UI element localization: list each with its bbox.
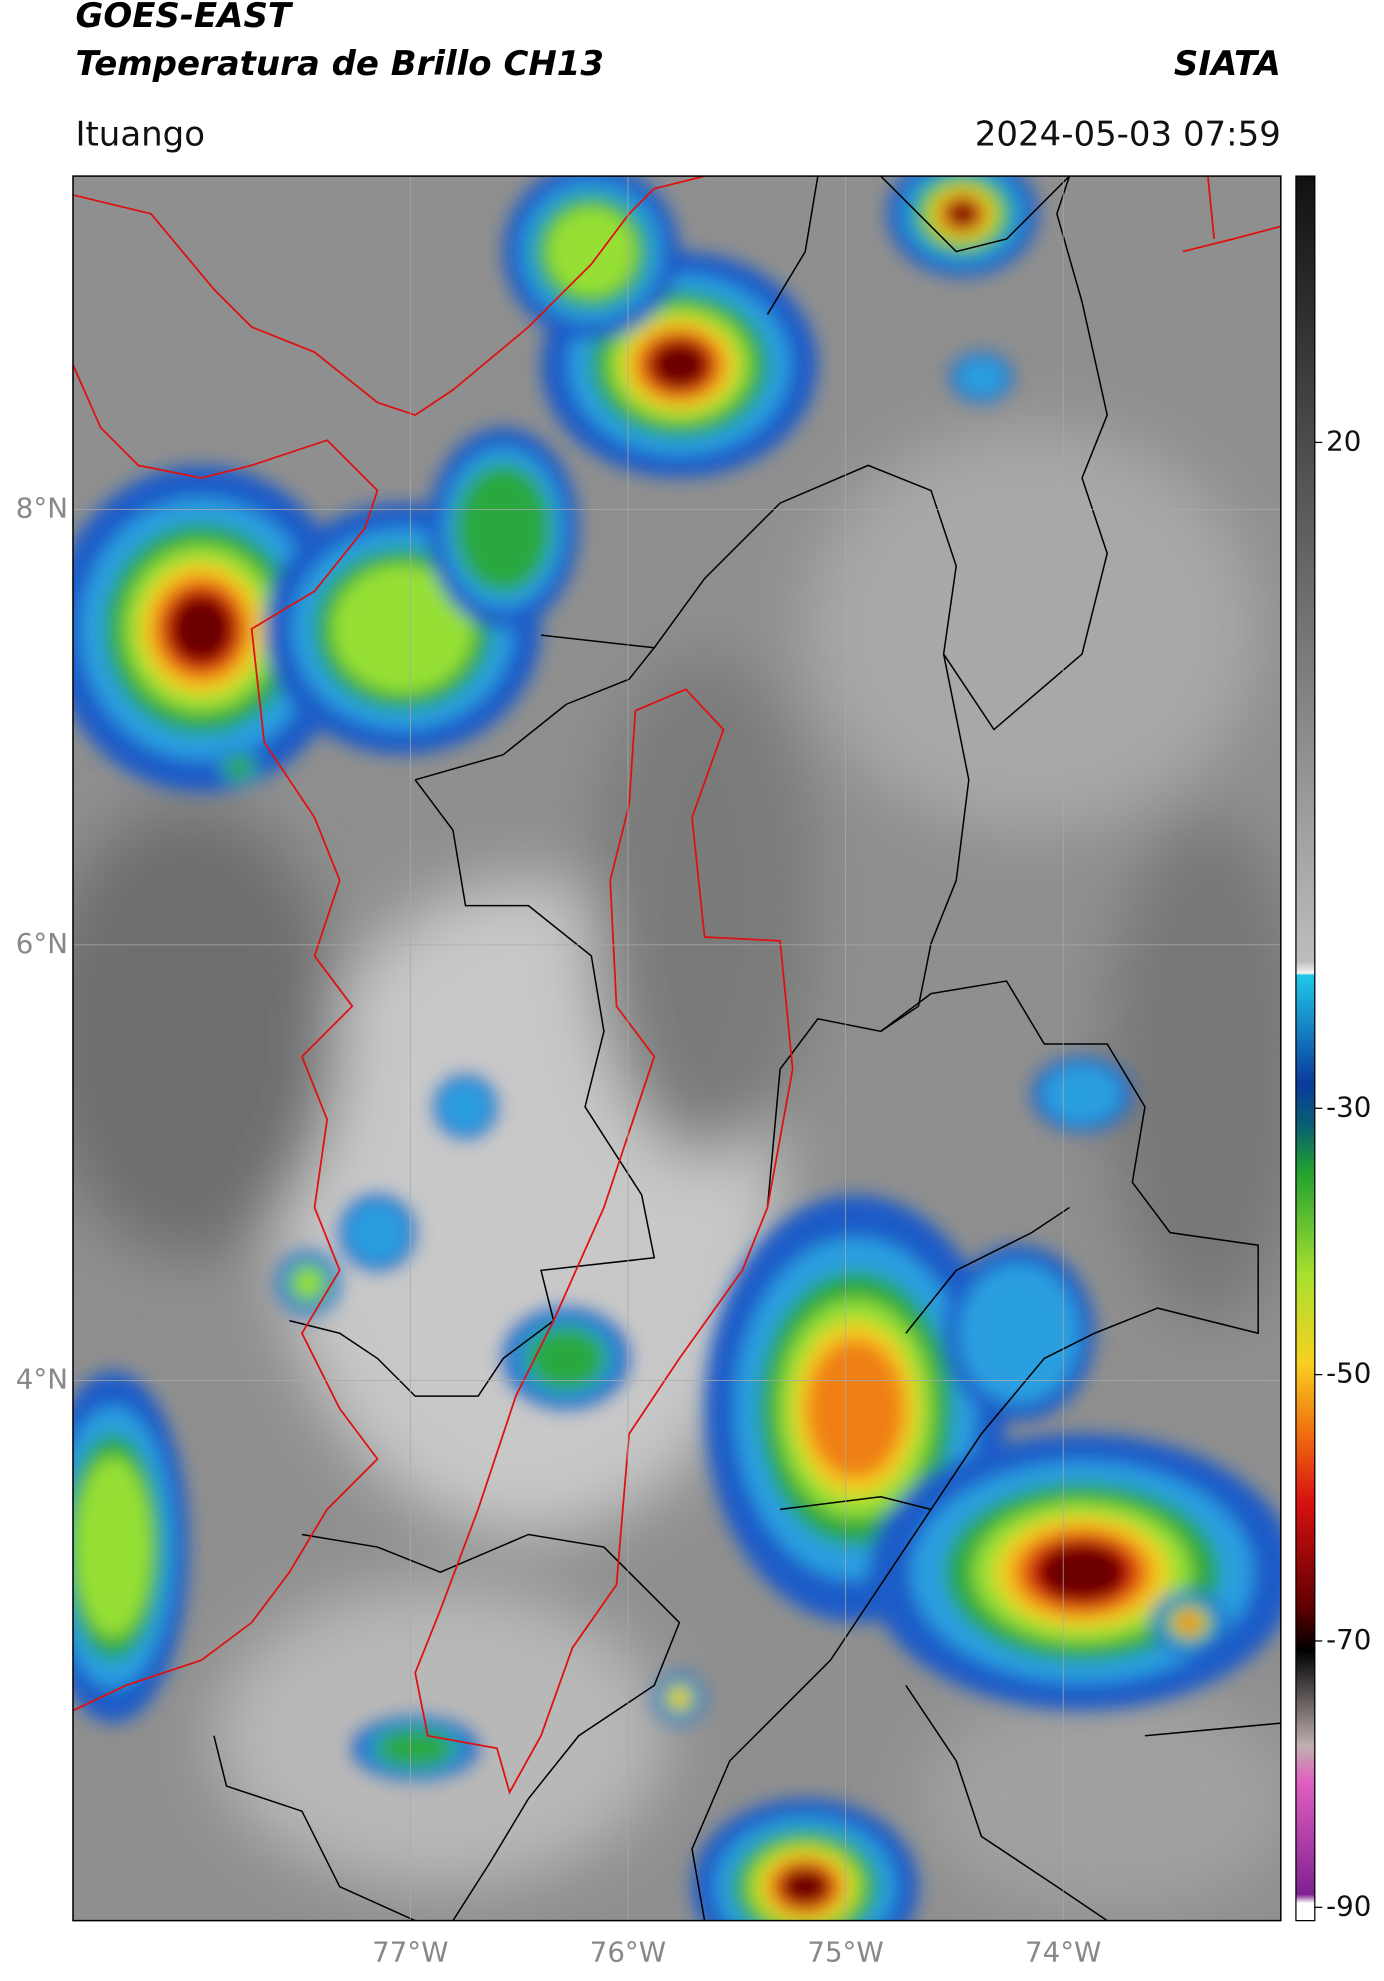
cloud-blob: [781, 1868, 829, 1906]
cloud-blob: [454, 463, 552, 593]
colorbar-tick-label: -50: [1326, 1357, 1371, 1390]
cloud-blob: [958, 1262, 1080, 1404]
cloud-blob: [222, 755, 256, 780]
cloud-blob: [946, 200, 979, 228]
cloud-blob: [74, 1456, 152, 1638]
y-tick-label: 6°N: [16, 927, 68, 960]
cloud-blob: [650, 341, 709, 389]
cloud-blob: [806, 1338, 906, 1479]
datetime: 2024-05-03 07:59: [975, 114, 1281, 154]
subtitle: Temperatura de Brillo CH13: [75, 44, 604, 84]
cloud-blob: [169, 594, 233, 664]
colorbar-tick-label: -70: [1326, 1623, 1371, 1656]
title: GOES-EAST: [75, 0, 293, 36]
map-frame: [72, 175, 1282, 1922]
colorbar-tick-label: -30: [1326, 1090, 1371, 1123]
x-tick-label: 74°W: [1025, 1935, 1101, 1968]
cloud-blob: [347, 1202, 408, 1263]
x-tick-label: 76°W: [590, 1935, 666, 1968]
colorbar: [1295, 175, 1316, 1922]
colorbar-tick-label: -90: [1326, 1889, 1371, 1922]
location: Ituango: [75, 114, 205, 154]
cloud-blob: [292, 1266, 325, 1300]
source: SIATA: [1174, 44, 1281, 84]
cloud-blob: [1041, 1064, 1123, 1125]
cloud-blob: [440, 1081, 491, 1132]
cloud-blob: [1037, 1543, 1127, 1602]
cloud-blob: [1176, 1612, 1202, 1633]
cloud-blob: [669, 1687, 690, 1709]
cloud-blob: [546, 206, 637, 297]
y-tick-label: 8°N: [16, 491, 68, 524]
cloud-blob: [956, 357, 1007, 398]
y-tick-label: 4°N: [16, 1362, 68, 1395]
cloud-blob: [374, 1728, 456, 1769]
cloud-blob: [331, 564, 474, 694]
x-tick-label: 77°W: [372, 1935, 448, 1968]
cloud-blob: [525, 1326, 607, 1391]
x-tick-label: 75°W: [807, 1935, 883, 1968]
satellite-image: [72, 176, 1281, 1921]
colorbar-tick-label: 20: [1326, 424, 1361, 457]
